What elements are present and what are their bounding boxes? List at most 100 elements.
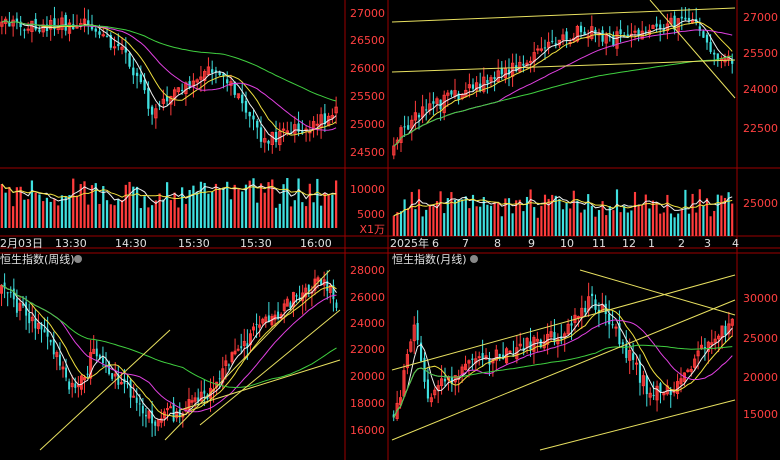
tm-volume-bar (403, 199, 406, 236)
tm-volume-bar (399, 211, 403, 236)
tl-candle-up (67, 22, 72, 34)
bl-candle-down (117, 374, 120, 385)
bm-candle-up (713, 338, 717, 343)
tl-volume-bar (42, 201, 45, 228)
bm-candle-up (556, 338, 560, 345)
bl-candle-down (298, 297, 301, 299)
tm-volume-bar (522, 211, 525, 236)
tm-candle-up (442, 94, 446, 114)
tl-candle-down (259, 127, 263, 142)
bl-candle-down (98, 355, 101, 359)
bl-candle-down (277, 311, 280, 319)
tm-volume-bar (572, 190, 575, 236)
tl-volume-bar (143, 196, 146, 228)
tl-vol-ma5-line (1, 183, 337, 205)
tl-volume-bar (177, 207, 180, 228)
bl-candle-up (159, 418, 163, 423)
bm-y-tick-label: 28000 (350, 264, 385, 277)
tl-candle-down (132, 67, 135, 76)
tm-volume-bar (716, 194, 719, 236)
bl-candle-up (291, 291, 295, 308)
tl-date-label: 15:30 (178, 237, 210, 250)
bm-candle-down (611, 324, 614, 326)
tm-y-tick-label: 27000 (350, 7, 385, 20)
tm-volume-bar (612, 210, 615, 236)
tm-volume-bar (536, 217, 539, 236)
bl-candle-up (147, 410, 151, 419)
tm-volume-bar (705, 198, 709, 236)
bm-candle-down (443, 378, 447, 382)
bm-y-tick-label: 26000 (350, 291, 385, 304)
bm-y-tick-label: 16000 (350, 424, 385, 437)
bm-ma60-line (393, 344, 733, 418)
bm-candle-down (645, 375, 648, 395)
tl-date-label: 2月03日 (0, 237, 43, 250)
tm-candle-up (392, 145, 396, 156)
tl-candle-down (241, 94, 244, 104)
tl-volume-bar (154, 200, 157, 228)
tm-volume-bar (547, 198, 550, 236)
tm-volume-bar (644, 194, 647, 236)
tl-volume-bar (34, 192, 37, 228)
tl-volume-bar (98, 203, 101, 228)
tm-volume-bar (518, 199, 521, 236)
tl-candle-up (203, 71, 207, 81)
tm-volume-bar (648, 208, 651, 236)
tm-candle-up (413, 112, 418, 121)
tm-volume-bar (489, 205, 493, 236)
tm-volume-bar (641, 205, 644, 236)
tm-candle-down (680, 16, 683, 19)
bl-candle-up (61, 366, 65, 370)
tl-volume-bar (327, 194, 330, 228)
tl-candle-down (94, 28, 97, 32)
tr-y-tick-label: 24000 (743, 83, 778, 96)
tl-volume-bar (244, 184, 248, 228)
bl-candle-down (218, 378, 221, 380)
bm-candle-down (420, 342, 423, 362)
tm-volume-bar (543, 194, 547, 236)
tl-volume-bar (248, 180, 251, 228)
tm-volume-bar (486, 204, 489, 236)
bm-candle-up (440, 378, 444, 387)
tl-candle-up (60, 17, 64, 30)
tm-date-label: 2025年 (390, 236, 429, 250)
tm-candle-up (615, 31, 619, 49)
bl-candle-up (70, 382, 74, 388)
tm-volume-bar (630, 210, 633, 236)
bm-candle-up (484, 355, 488, 360)
tm-volume-bar (669, 213, 673, 236)
tm-ma90-line (393, 55, 733, 147)
tm-volume-bar (464, 196, 467, 236)
tl-volume-bar (68, 195, 71, 228)
bm-candle-up (566, 323, 570, 335)
bm-candle-down (625, 344, 628, 358)
tl-candle-down (222, 73, 225, 77)
tl-volume-bar (293, 200, 296, 228)
tl-volume-bar (192, 185, 195, 228)
bm-candle-up (696, 350, 700, 357)
tl-candle-up (315, 123, 320, 126)
bm-candle-down (669, 389, 672, 395)
bl-candle-down (9, 291, 12, 293)
bm-candle-up (655, 385, 659, 401)
bl-candle-down (197, 397, 200, 402)
bl-candle-up (55, 352, 59, 358)
tl-candle-down (180, 89, 184, 91)
bl-candle-up (230, 352, 234, 363)
tm-volume-bar (666, 194, 669, 236)
bl-candle-down (68, 381, 71, 390)
bm-candle-up (436, 385, 440, 391)
bl-candle-up (316, 277, 320, 282)
tl-volume-bar (94, 183, 97, 228)
bm-candle-down (529, 341, 532, 350)
bl-candle-up (92, 348, 96, 354)
tl-volume-bar (286, 178, 289, 228)
tl-volume-bar (222, 187, 225, 228)
tl-candle-down (244, 100, 248, 113)
tm-date-label: 8 (494, 237, 501, 250)
tm-volume-bar (659, 213, 662, 236)
bm-candle-down (450, 377, 453, 384)
bm-candle-up (433, 389, 437, 396)
tm-candle-down (554, 43, 557, 46)
